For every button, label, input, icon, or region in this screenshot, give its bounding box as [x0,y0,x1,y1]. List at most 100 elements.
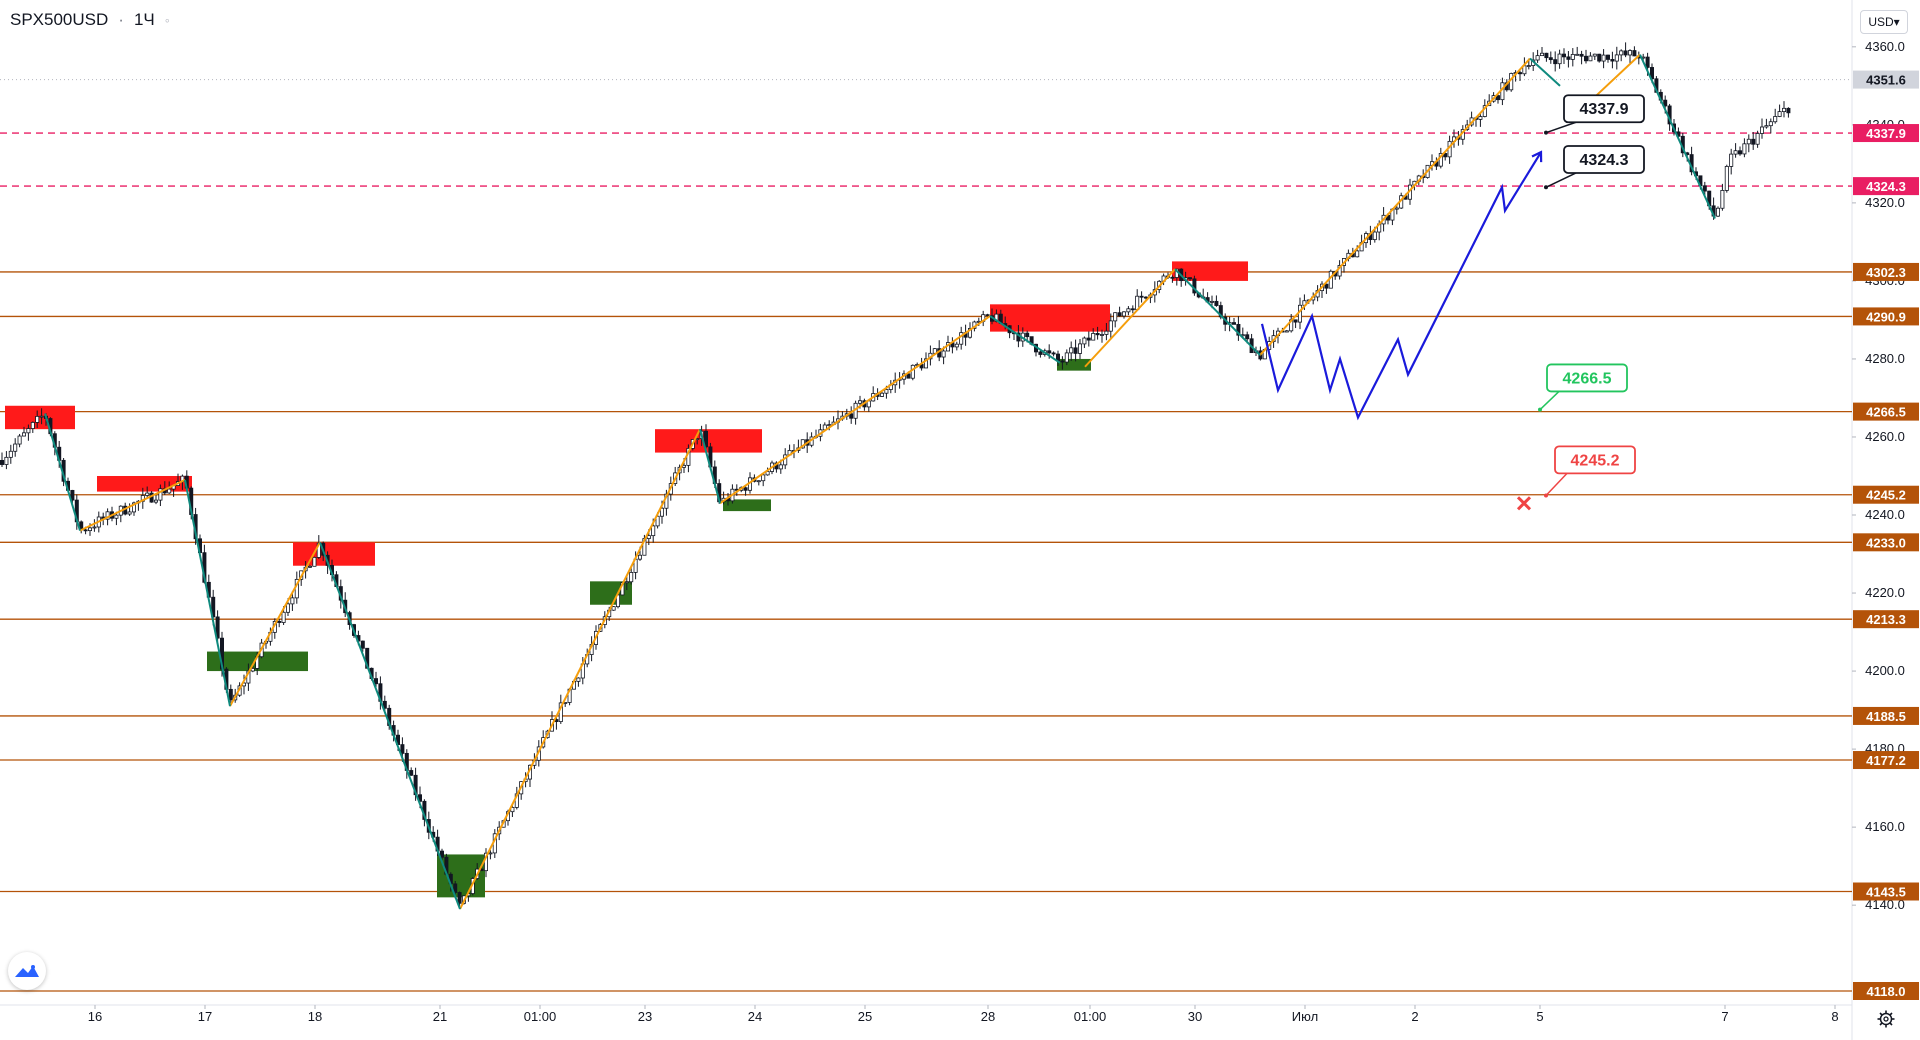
candle-body [1122,311,1127,317]
candle-body [1619,50,1624,56]
candle-body [17,435,22,445]
zigzag-down-line [1639,54,1716,219]
candle-body [1095,333,1100,336]
level-axis-label-bg [1853,882,1919,901]
candle-body [1113,312,1118,322]
candle-body [1104,330,1109,335]
level-axis-label-bg [1853,402,1919,421]
candle-body [985,314,990,317]
candle-body [1478,116,1483,120]
candle-body [13,443,18,452]
candle-body [941,350,946,358]
candle-body [1324,283,1329,289]
price-tick-label: 4140.0 [1865,897,1905,912]
tradingview-logo-icon[interactable] [8,952,46,990]
candle-body [968,328,973,338]
callout-anchor-dot [1544,185,1548,190]
candle-body [1557,53,1562,65]
candle-body [1562,53,1567,58]
candle-body [858,400,863,404]
price-tick-label: 4240.0 [1865,507,1905,522]
candle-body [638,554,643,560]
price-tick-label: 4220.0 [1865,585,1905,600]
zigzag-down-line [1529,57,1561,87]
candle-body [682,464,687,468]
candle-body [1645,56,1650,68]
candle-body [1069,347,1074,354]
candle-body [4,456,9,465]
candle-body [1443,153,1448,158]
demand-zone [590,581,632,605]
candle-body [646,535,651,539]
candle-body [1284,330,1289,333]
candle-body [1716,207,1721,217]
candle-body [1601,54,1606,62]
candle-body [439,850,444,858]
candle-body [924,358,929,369]
candle-body [1548,57,1553,61]
zigzag-down-line [184,479,231,707]
zigzag-up-line [459,428,701,910]
zigzag-down-line [699,428,721,504]
candle-body [30,422,35,429]
symbol-header[interactable]: SPX500USD · 1Ч ◦ [10,10,170,30]
currency-button[interactable]: USD▾ [1860,10,1908,34]
level-axis-label: 4245.2 [1866,488,1906,503]
candle-body [0,459,4,465]
interval-label[interactable]: 1Ч [133,10,155,29]
demand-zone [723,499,771,512]
candle-body [1060,360,1065,363]
candle-body [1570,54,1575,60]
candle-body [761,474,766,482]
price-tick-label: 4360.0 [1865,39,1905,54]
candle-body [70,489,75,501]
candle-body [1579,53,1584,57]
zigzag-down-line [989,315,1061,364]
settings-gear-icon[interactable] [1872,1005,1900,1033]
time-tick-label: 18 [308,1009,322,1024]
alert-axis-label: 4324.3 [1866,179,1906,194]
price-tick-label: 4160.0 [1865,819,1905,834]
candle-body [153,499,158,503]
zigzag-up-line [1259,57,1531,356]
candle-body [1738,150,1743,155]
level-axis-label-bg [1853,982,1919,1000]
candle-body [1755,133,1760,145]
candle-body [92,526,97,529]
candle-body [488,852,493,855]
candle-body [743,487,748,491]
last-price-axis-label: 4351.6 [1866,73,1906,88]
candle-body [1628,50,1633,56]
candle-body [1588,55,1593,62]
candle-body [910,364,915,379]
candle-body [1597,53,1602,62]
time-tick-label: 8 [1831,1009,1838,1024]
candle-body [1170,276,1175,279]
candle-body [114,514,119,519]
header-more-icon[interactable]: ◦ [164,12,170,28]
level-axis-label: 4188.5 [1866,709,1906,724]
price-tick-label: 4320.0 [1865,195,1905,210]
time-tick-label: 01:00 [1074,1009,1107,1024]
candle-body [1553,59,1558,65]
candle-body [83,529,88,532]
candle-body [88,527,93,532]
time-tick-label: 21 [433,1009,447,1024]
candle-body [1355,250,1360,258]
cross-marker [1516,496,1532,511]
candle-body [1210,300,1215,303]
candle-body [1372,231,1377,241]
candle-body [127,511,132,515]
candle-body [1584,55,1589,62]
zigzag-up-line [229,541,321,707]
candle-body [651,525,656,537]
candle-body [1777,111,1782,117]
callout-label: 4324.3 [1580,152,1629,169]
callout-anchor-dot [1544,493,1548,498]
symbol-name[interactable]: SPX500USD [10,10,109,29]
candle-body [1742,143,1747,155]
candle-body [26,428,31,434]
candle-body [35,415,40,423]
